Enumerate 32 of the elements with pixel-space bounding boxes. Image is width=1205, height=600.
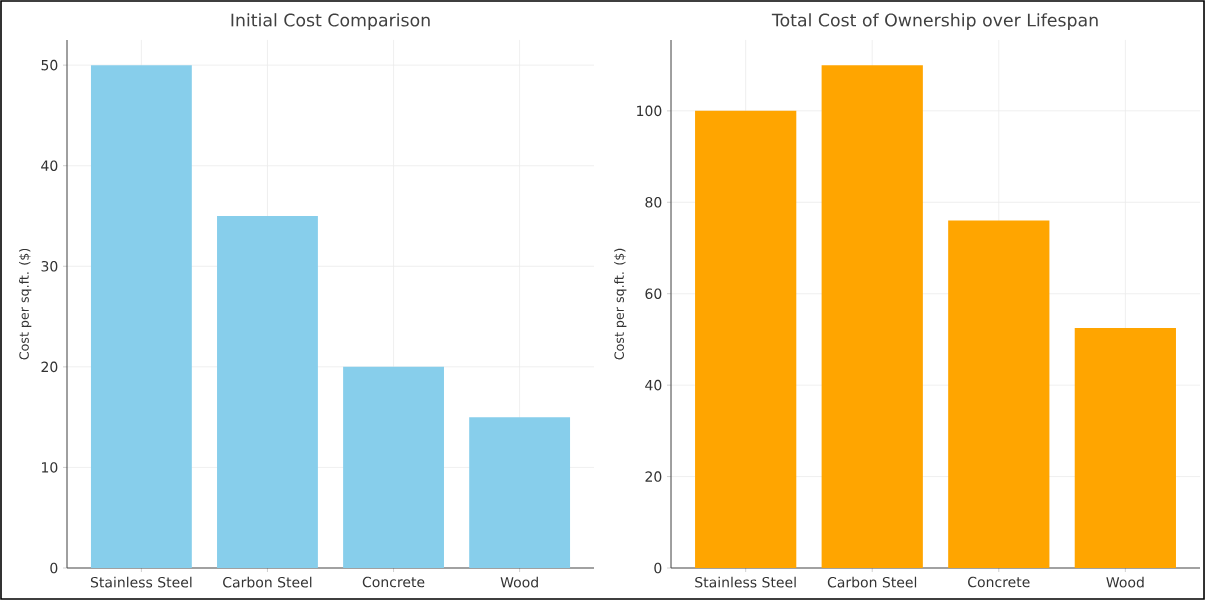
x-tick-label: Wood (1106, 576, 1144, 588)
bar (217, 215, 318, 568)
y-tick-label: 0 (654, 562, 662, 574)
bar (469, 417, 571, 568)
y-tick-label: 10 (42, 462, 58, 473)
y-axis-title: Cost per sq.ft. ($) (19, 248, 32, 360)
y-tick-label: 0 (50, 562, 58, 574)
bar (948, 220, 1050, 568)
y-tick-label: 30 (41, 260, 58, 272)
y-tick-label: 80 (645, 196, 662, 208)
bar (695, 110, 797, 568)
bar (343, 366, 444, 568)
y-tick-label: 40 (41, 160, 58, 171)
bar (90, 65, 192, 568)
x-tick-label: Wood (500, 576, 538, 588)
y-tick-label: 20 (41, 361, 58, 373)
x-tick-label: Concrete (362, 576, 425, 588)
y-axis-title: Cost per sq.ft. ($) (614, 248, 627, 360)
bar (1074, 328, 1176, 568)
y-tick-label: 40 (645, 379, 662, 391)
x-tick-label: Carbon Steel (223, 576, 312, 588)
bar (821, 65, 923, 568)
chart-title: Total Cost of Ownership over Lifespan (771, 13, 1098, 30)
x-tick-label: Carbon Steel (827, 576, 917, 588)
x-tick-label: Stainless Steel (695, 576, 796, 588)
y-tick-label: 60 (645, 288, 662, 299)
y-tick-label: 50 (41, 59, 58, 71)
y-tick-label: 20 (645, 471, 662, 482)
x-tick-label: Stainless Steel (90, 576, 192, 588)
x-tick-label: Concrete (968, 576, 1030, 588)
chart-title: Initial Cost Comparison (231, 13, 430, 30)
y-tick-label: 100 (637, 105, 662, 117)
